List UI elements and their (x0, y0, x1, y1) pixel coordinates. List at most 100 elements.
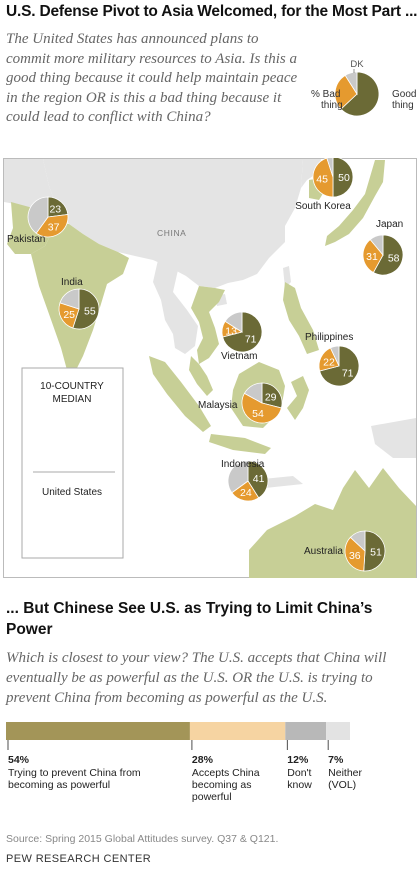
pie-vietnam: 71 13 Vietnam (221, 311, 263, 362)
pie-japan-dk-slice (369, 234, 384, 257)
bar-segment-4 (326, 722, 350, 740)
us-label: United States (42, 487, 102, 498)
pie-japan: 58 31 Japan (362, 219, 404, 276)
pie-south-korea: 50 45 South Korea (295, 158, 354, 212)
pie-legend: DK % Bad thing Good thing (311, 59, 416, 117)
pie-south-korea-bad-slice (312, 158, 334, 198)
pie-philippines: 71 22 Philippines (305, 332, 360, 387)
pie-vietnam-good-value: 71 (245, 334, 257, 346)
pie-india-bad-value: 25 (63, 309, 75, 321)
pie-indonesia-name: Indonesia (221, 459, 265, 470)
pie-japan-name: Japan (376, 219, 403, 230)
pie-india: 55 25 India (58, 277, 100, 330)
median-label-1: 10-COUNTRY (40, 381, 104, 392)
pie-south-korea-name: South Korea (295, 201, 351, 212)
bar-segment-4-label-2: (VOL) (328, 779, 356, 791)
java-island (209, 434, 271, 454)
pie-south-korea-bad-value: 45 (316, 174, 328, 186)
china-label: CHINA (157, 228, 186, 238)
section2-question: Which is closest to your view? The U.S. … (6, 650, 387, 706)
pie-south-korea-dk-slice (326, 158, 334, 178)
bar-segment-1-label-2: becoming as powerful (8, 779, 110, 791)
chart-title: U.S. Defense Pivot to Asia Welcomed, for… (6, 3, 418, 20)
pie-malaysia-name: Malaysia (198, 400, 238, 411)
pie-japan-bad-slice (362, 239, 384, 274)
pie-philippines-dk-slice (329, 345, 340, 367)
sulawesi-island (287, 376, 309, 420)
china-landmass (43, 159, 303, 288)
legend-slice-good (340, 71, 380, 117)
pie-philippines-bad-value: 22 (323, 356, 335, 368)
pie-australia-good-slice (363, 530, 386, 572)
legend-bad-label-1: % Bad (311, 89, 340, 100)
pie-philippines-good-value: 71 (342, 368, 354, 380)
pie-indonesia-bad-slice (231, 480, 260, 502)
pie-vietnam-name: Vietnam (221, 351, 258, 362)
legend-dk-label: DK (350, 59, 364, 70)
vietnam-landmass (191, 286, 225, 364)
central-asia-landmass (4, 159, 57, 208)
pie-australia-name: Australia (304, 546, 343, 557)
bar-segment-2-label-3: powerful (192, 791, 232, 803)
malaysia-peninsula (189, 356, 213, 396)
bar-segment-3-value: 12% (287, 754, 309, 766)
bar-segment-2-value: 28% (192, 754, 214, 766)
bar-segment-2-label-2: becoming as (192, 779, 252, 791)
philippines-islands (283, 282, 319, 354)
pie-australia-bad-value: 36 (349, 550, 361, 562)
pie-india-bad-slice (58, 302, 80, 329)
pie-pakistan-name: Pakistan (7, 234, 45, 245)
footer-org: PEW RESEARCH CENTER (6, 853, 152, 865)
mainland-southeast-asia (153, 260, 198, 354)
bar-segment-1-value: 54% (8, 754, 30, 766)
pie-japan-good-value: 58 (388, 253, 400, 265)
pie-indonesia-dk-slice (227, 460, 249, 494)
survey-question: The United States has announced plans to… (6, 31, 298, 125)
pie-pakistan-dk-slice (27, 196, 49, 234)
pie-indonesia-good-value: 41 (253, 473, 265, 485)
source-note: Source: Spring 2015 Global Attitudes sur… (6, 833, 279, 845)
bar-segment-3-label-2: know (287, 779, 312, 791)
pie-south-korea-good-value: 50 (338, 172, 350, 184)
section2-title: ... But Chinese See U.S. as Trying to Li… (6, 600, 373, 638)
png-landmass (371, 418, 416, 458)
pie-pakistan-bad-value: 37 (48, 222, 60, 234)
pie-pakistan-bad-slice (35, 214, 69, 238)
bar-segment-3-label-1: Don't (287, 767, 311, 779)
pie-japan-bad-value: 31 (366, 251, 378, 263)
bar-segment-2-label-1: Accepts China (192, 767, 260, 779)
pie-australia: 51 36 Australia (304, 530, 386, 572)
pie-south-korea-good-slice (332, 158, 354, 198)
pie-malaysia-good-slice (261, 382, 283, 409)
bar-segment-2 (189, 722, 286, 740)
legend-slice-dk (344, 71, 358, 96)
sumatra-island (149, 356, 211, 432)
pie-vietnam-bad-value: 13 (225, 325, 237, 337)
bar-segment-1 (6, 722, 190, 740)
pie-india-name: India (61, 277, 83, 288)
bar-segment-4-value: 7% (328, 754, 344, 766)
median-box (21, 367, 124, 559)
bar-segment-3 (285, 722, 327, 740)
pie-philippines-name: Philippines (305, 332, 353, 343)
bar-segment-4-label-1: Neither (328, 767, 362, 779)
pie-vietnam-dk-slice (224, 311, 243, 333)
bar-segment-1-label-1: Trying to prevent China from (8, 767, 141, 779)
pie-indonesia-bad-value: 24 (240, 487, 252, 499)
pie-japan-good-slice (372, 234, 404, 276)
pie-malaysia-dk-slice (243, 382, 263, 404)
median-label-2: MEDIAN (53, 394, 92, 405)
pie-pakistan-good-value: 23 (49, 204, 61, 216)
pie-malaysia-good-value: 29 (265, 391, 277, 403)
pie-malaysia-bad-value: 54 (252, 408, 264, 420)
legend-bad-label-2: thing (321, 100, 343, 111)
pie-australia-good-value: 51 (370, 546, 382, 558)
legend-good-label-2: thing (392, 100, 414, 111)
pie-india-good-value: 55 (84, 306, 96, 318)
pie-malaysia-bad-slice (241, 392, 282, 424)
japan-islands (325, 160, 385, 246)
